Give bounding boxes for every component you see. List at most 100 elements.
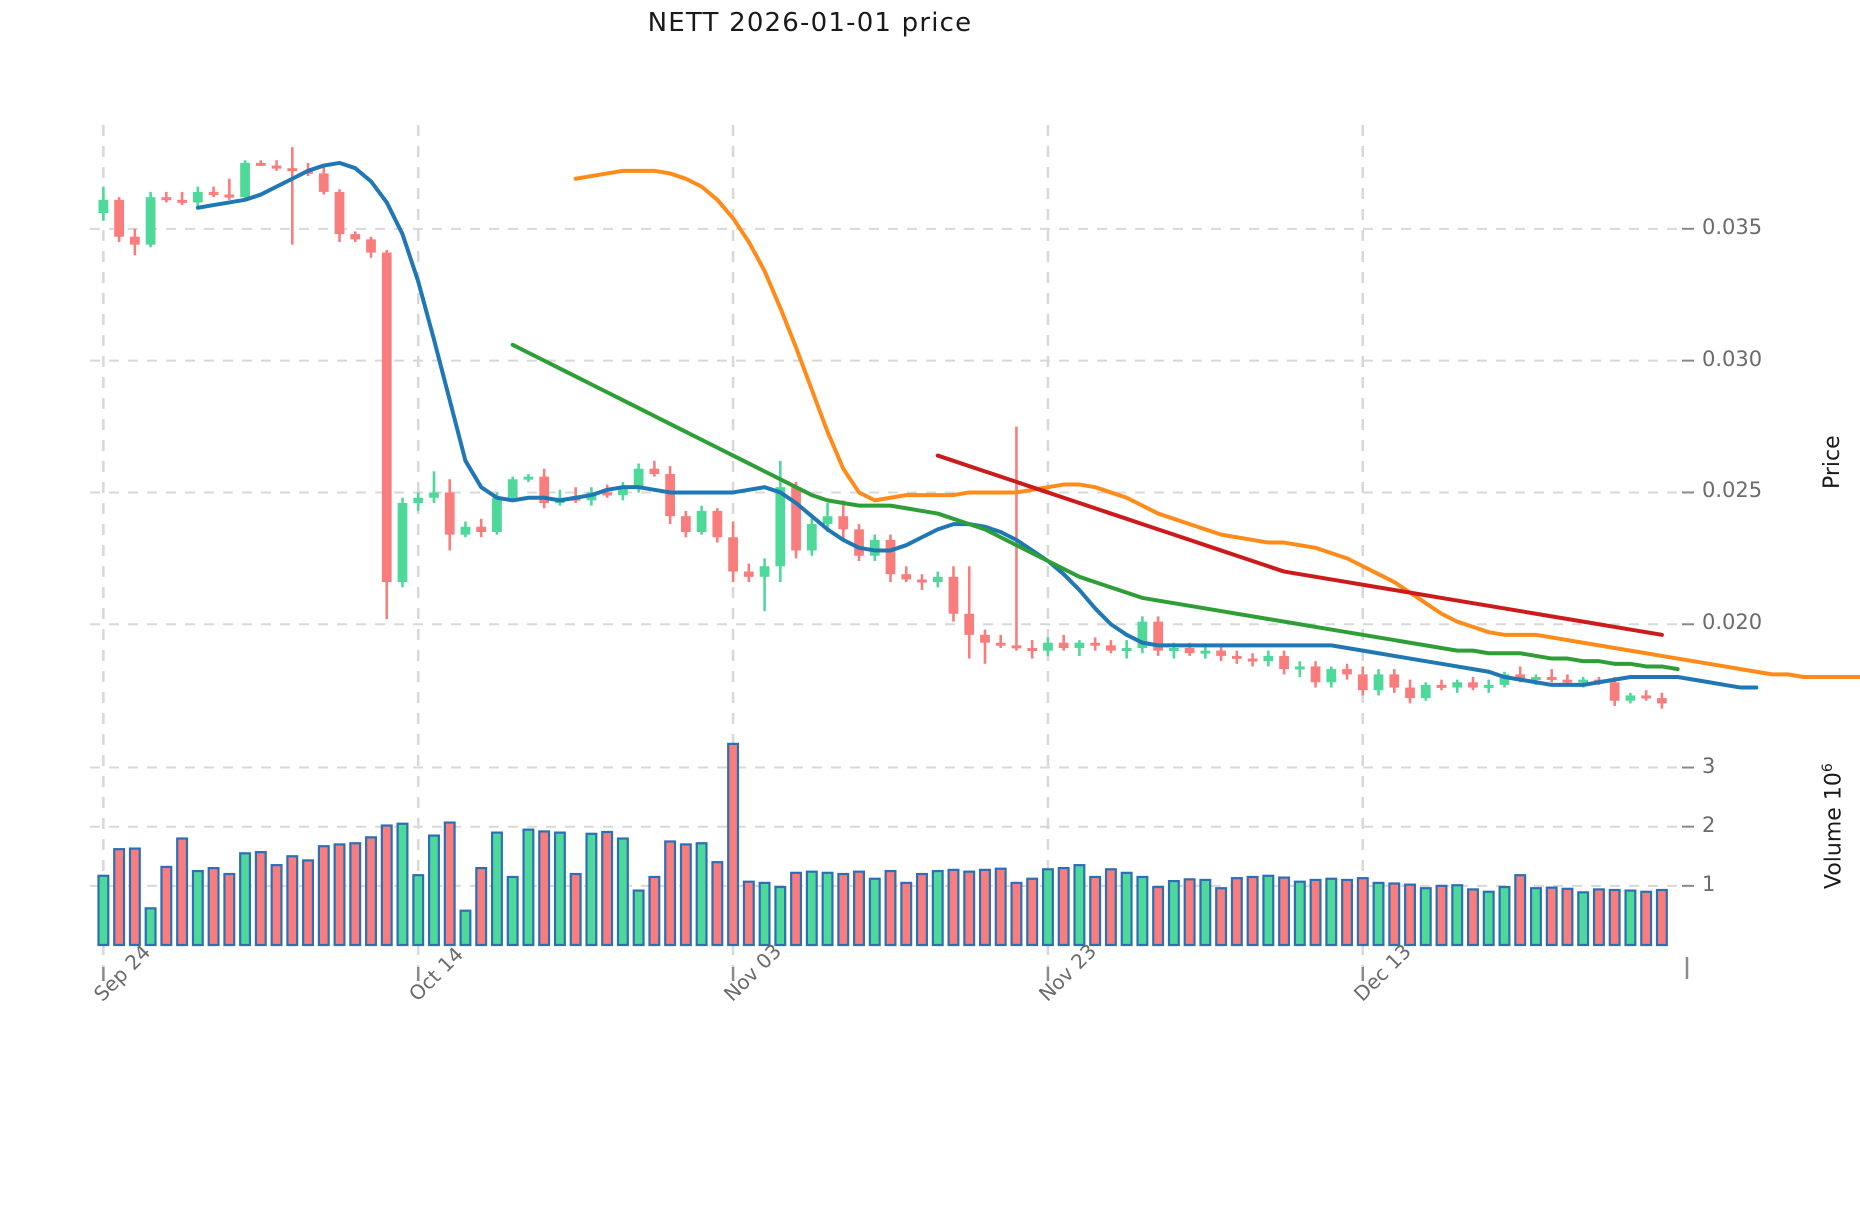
candle-body — [680, 516, 691, 532]
volume-bar — [553, 831, 566, 947]
candle-body — [1546, 677, 1557, 680]
price-axis-label: Price — [1820, 435, 1845, 489]
volume-tick-label: 2 — [1702, 812, 1716, 837]
volume-bars — [97, 742, 1668, 947]
volume-bar — [679, 843, 692, 947]
volume-bar — [616, 837, 629, 947]
volume-bar — [821, 871, 834, 947]
candle-body — [1562, 679, 1573, 683]
volume-bar — [1608, 888, 1621, 947]
volume-bar — [1388, 882, 1401, 947]
candle-body — [413, 497, 424, 503]
volume-bar — [837, 872, 850, 947]
volume-bar — [853, 870, 866, 947]
volume-bar — [349, 842, 362, 947]
candle-body — [381, 252, 392, 583]
candle-body — [114, 199, 125, 237]
candle-body — [1310, 666, 1321, 683]
candle-body — [161, 197, 172, 201]
candle-body — [665, 474, 675, 517]
candle-body — [224, 194, 235, 198]
volume-bar — [1262, 874, 1275, 947]
volume-bar — [128, 847, 141, 947]
volume-bar — [1419, 887, 1432, 947]
volume-bar — [191, 869, 204, 947]
candle-body — [618, 487, 628, 496]
volume-bar — [459, 909, 472, 947]
volume-bar — [1356, 877, 1369, 947]
candle-body — [1058, 642, 1069, 648]
candle-body — [350, 234, 361, 240]
moving-average-lines — [195, 160, 1860, 690]
volume-bar — [538, 830, 551, 947]
volume-axis-label: Volume 106 — [1820, 763, 1846, 889]
volume-bar — [1183, 878, 1196, 947]
volume-bar — [664, 840, 677, 947]
candle-body — [287, 168, 298, 172]
volume-bar — [1655, 888, 1668, 947]
candle-body — [240, 162, 250, 198]
candle-body — [1405, 687, 1415, 699]
volume-bar — [916, 872, 928, 947]
candle-body — [318, 173, 329, 192]
candle-body — [1641, 695, 1652, 699]
candle-body — [964, 613, 975, 635]
volume-bar — [963, 870, 976, 947]
candle-body — [429, 492, 439, 498]
candle-body — [885, 539, 896, 575]
volume-bar — [1624, 889, 1637, 947]
volume-bar — [1640, 890, 1653, 947]
volume-bar — [884, 869, 897, 947]
volume-bar — [1451, 884, 1464, 947]
candle-body — [1043, 642, 1053, 651]
candle-body — [1342, 669, 1352, 675]
volume-bar — [443, 821, 456, 947]
volume-bar — [1246, 875, 1259, 947]
volume-bar — [790, 871, 803, 947]
volume-axis-label-text: Volume — [1821, 807, 1847, 889]
candle-body — [1200, 650, 1211, 654]
candle-body — [1011, 645, 1022, 649]
candle-body — [1106, 645, 1116, 651]
candle-body — [980, 634, 990, 643]
volume-axis-exponent: 10 — [1821, 772, 1847, 808]
candle-body — [822, 516, 833, 525]
volume-bar — [427, 834, 440, 947]
candle-body — [838, 516, 849, 530]
candle-body — [1231, 655, 1242, 659]
volume-bar — [1136, 875, 1149, 947]
axis-ticks — [102, 227, 1694, 981]
volume-bar — [774, 885, 787, 947]
volume-bar — [207, 866, 220, 947]
volume-bar — [365, 836, 377, 947]
volume-bar — [380, 824, 393, 947]
candle-body — [869, 539, 880, 556]
candle-body — [334, 191, 345, 235]
candle-body — [366, 239, 376, 253]
volume-bar — [286, 855, 299, 947]
volume-bar — [1010, 881, 1023, 947]
volume-bar — [1592, 888, 1605, 947]
volume-bar — [648, 875, 661, 947]
candle-body — [1452, 682, 1463, 688]
candle-body — [1153, 621, 1164, 651]
candle-body — [1137, 621, 1148, 648]
volume-bar — [522, 828, 535, 947]
candle-body — [728, 537, 738, 572]
candle-body — [995, 642, 1006, 646]
candle-body — [696, 510, 707, 532]
candle-body — [806, 524, 817, 551]
candle-body — [1436, 684, 1447, 688]
candle-body — [1168, 648, 1179, 651]
price-tick-label: 0.025 — [1702, 478, 1763, 503]
candle-body — [791, 487, 801, 551]
candle-body — [1074, 642, 1085, 648]
candle-body — [602, 492, 613, 496]
volume-bar — [1120, 871, 1133, 947]
volume-bar — [742, 880, 755, 947]
volume-bar — [160, 865, 173, 947]
page-title: NETT 2026-01-01 price — [647, 8, 973, 38]
volume-bar — [113, 848, 126, 947]
volume-bar — [1514, 874, 1527, 947]
